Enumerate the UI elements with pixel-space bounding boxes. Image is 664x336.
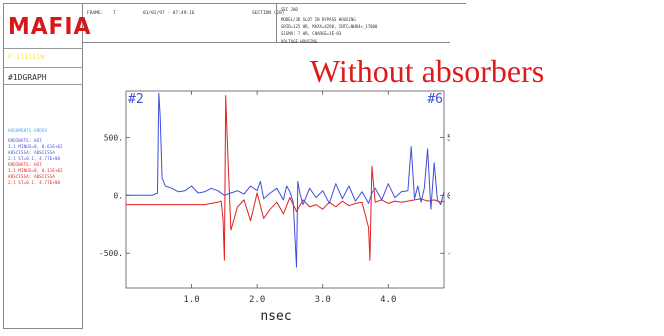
y-tick-label-left: -500.: [99, 249, 123, 258]
blue-info-line: ORDINATE: HST: [8, 138, 42, 143]
graph-label: #1DGRAPH: [8, 73, 47, 82]
red-series-line: [126, 95, 445, 261]
x-axis-label: nsec: [260, 309, 291, 324]
chart-annotation: Without absorbers: [310, 53, 545, 89]
header-strip: FRAME: 7 01/02/97 - 07:49:16 SECTION (28…: [83, 3, 450, 43]
header-date: 01/02/97 - 07:49:16: [143, 11, 195, 16]
y-tick-label-right: 500.: [447, 133, 450, 142]
frame-number: 7: [113, 11, 116, 16]
red-series-info: ORDINATE: HST 1:1 MINUS=0, 0.11E+02 ABSC…: [8, 162, 63, 186]
right-title: SEC 2HD: [281, 7, 298, 12]
y-tick-label-right: 0.: [447, 191, 450, 200]
x-tick-label: 4.0: [380, 295, 396, 305]
y-tick-label-left: 0.: [113, 191, 123, 200]
legend-title: ARGUMENTS-ORDER: [8, 128, 48, 133]
panel-divider: [4, 84, 82, 85]
blue-info-line: 2:1 ST=0.1, 4.77E+00: [8, 156, 61, 161]
left-axis-label: #2: [128, 92, 144, 107]
red-info-line: ABSCISSA: ABSCISSA: [8, 174, 55, 179]
red-info-line: ORDINATE: HST: [8, 162, 42, 167]
blue-series-info: ORDINATE: HST 1:1 MINUS=0, 0.61E+02 ABSC…: [8, 138, 63, 162]
right-footer: VOLTAGE HOUSING: [281, 39, 318, 44]
yellow-label: P-11111IN: [8, 54, 46, 61]
left-info-panel: MAFIA P-11111IN #1DGRAPH ARGUMENTS-ORDER…: [3, 3, 92, 329]
right-axis-label: #6: [427, 92, 443, 107]
mafia-logo: MAFIA: [8, 14, 92, 40]
blue-series-line: [126, 92, 445, 268]
y-tick-label-right: -500.: [447, 249, 450, 258]
header-model-info: SEC 2HD MODEL/3D SLOT IN BYPASS HOUSING …: [276, 3, 466, 44]
y-tick-label-left: 500.: [104, 133, 123, 142]
blue-info-line: ABSCISSA: ABSCISSA: [8, 150, 55, 155]
x-tick-label: 1.0: [183, 295, 199, 305]
right-line: MODEL/3D SLOT IN BYPASS HOUSING: [281, 17, 356, 22]
blue-info-line: 1:1 MINUS=0, 0.61E+02: [8, 144, 63, 149]
red-info-line: 2:1 ST=0.1, 4.77E+00: [8, 180, 61, 185]
right-line: SIGMA: 7 HR, CHARGE=1E-03: [281, 31, 342, 36]
header-section: SECTION (28): [252, 11, 285, 16]
panel-divider: [4, 48, 82, 49]
panel-divider: [4, 67, 82, 68]
plot-frame: [125, 90, 445, 289]
red-info-line: 1:1 MINUS=0, 0.11E+02: [8, 168, 63, 173]
x-tick-label: 2.0: [249, 295, 265, 305]
frame-label: FRAME:: [87, 11, 104, 16]
right-line: GRID=125 HR, MAXX=4298, INTC=NHD4+_17000: [281, 24, 378, 29]
x-tick-label: 3.0: [315, 295, 331, 305]
